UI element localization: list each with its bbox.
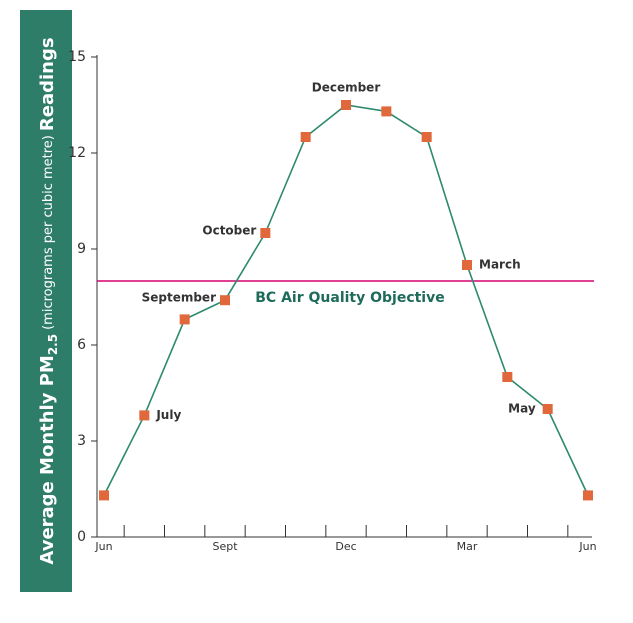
title-main: Average Monthly PM	[37, 355, 58, 564]
x-tick-label: Mar	[457, 540, 478, 553]
x-tick-label: Dec	[335, 540, 356, 553]
title-band	[20, 10, 72, 592]
data-point	[421, 132, 432, 142]
y-tick-label: 3	[77, 433, 86, 449]
y-tick-label: 6	[77, 337, 86, 353]
title-subscript: 2.5	[46, 334, 60, 355]
y-tick-label: 9	[77, 241, 86, 257]
data-point	[341, 100, 351, 110]
data-point	[260, 228, 271, 238]
point-label: March	[479, 258, 521, 272]
data-point	[300, 132, 311, 142]
title-end: Readings	[37, 37, 58, 131]
data-point	[99, 490, 109, 501]
point-label: October	[202, 224, 256, 238]
data-point	[220, 295, 230, 306]
y-tick-label: 12	[68, 145, 86, 161]
x-tick-label: Jun	[94, 540, 112, 553]
data-point	[462, 260, 472, 270]
title-units: (micrograms per cubic metre)	[41, 135, 56, 330]
point-label: September	[142, 291, 216, 305]
data-point	[583, 490, 593, 501]
reference-label: BC Air Quality Objective	[255, 290, 444, 306]
y-tick-label: 15	[68, 49, 86, 65]
y-axis-title: Average Monthly PM2.5 (micrograms per cub…	[37, 37, 60, 564]
data-point	[542, 404, 553, 414]
data-point	[139, 410, 150, 421]
point-label: July	[155, 408, 181, 422]
data-point	[179, 314, 190, 325]
point-label: May	[508, 402, 536, 416]
data-point	[381, 106, 392, 117]
y-tick-label: 0	[77, 529, 86, 545]
x-tick-label: Sept	[212, 540, 238, 553]
data-point	[502, 372, 513, 382]
x-tick-label: Jun	[578, 540, 596, 553]
point-label: December	[312, 81, 381, 95]
